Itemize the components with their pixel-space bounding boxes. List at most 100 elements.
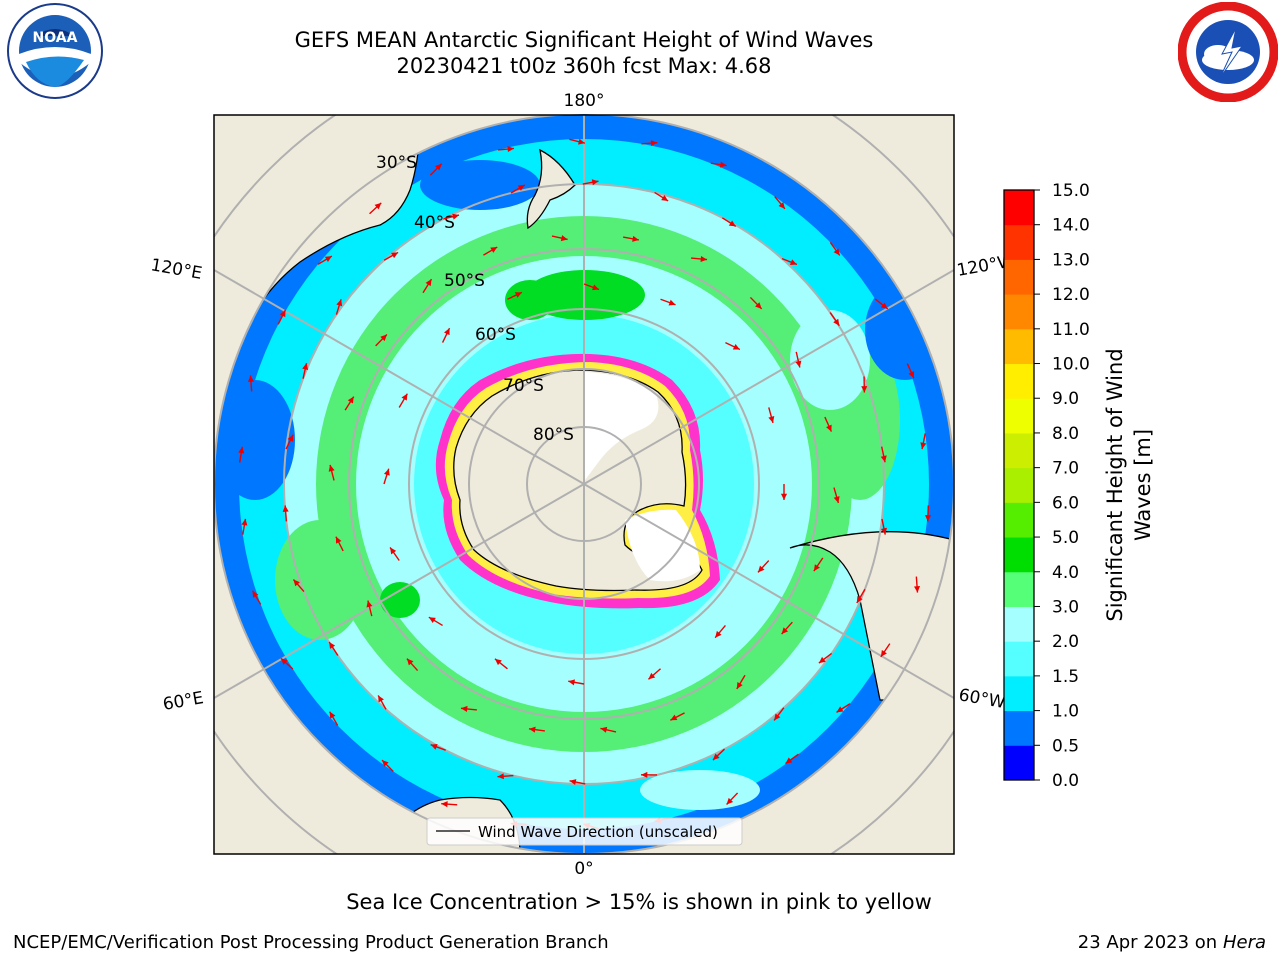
wind-wave-arrow-head xyxy=(435,163,442,171)
arrow-legend: Wind Wave Direction (unscaled) xyxy=(426,817,743,846)
wind-wave-arrow-head xyxy=(514,292,522,298)
wind-wave-arrow-head xyxy=(383,468,390,476)
colorbar-segment xyxy=(1004,467,1034,503)
colorbar-segment xyxy=(1004,502,1034,538)
wind-wave-arrow-head xyxy=(700,255,708,263)
map-frame xyxy=(213,114,955,855)
wind-wave-arrow-head xyxy=(632,235,639,242)
wind-wave-arrow-head xyxy=(726,797,734,805)
colorbar-tick-label: 1.5 xyxy=(1052,667,1079,687)
wind-wave-arrow-head xyxy=(836,706,844,713)
wind-wave-arrow-head xyxy=(390,547,397,555)
wind-wave-arrow-head xyxy=(861,386,868,393)
colorbar-tick-label: 4.0 xyxy=(1052,563,1079,583)
colorbar-segment xyxy=(1004,432,1034,469)
wind-wave-arrow-head xyxy=(880,302,888,309)
colorbar-segment xyxy=(1004,328,1034,365)
colorbar-tick-label: 0.5 xyxy=(1052,736,1079,756)
wind-wave-arrow-head xyxy=(366,600,373,608)
footer-machine: Hera xyxy=(1222,932,1266,953)
wind-wave-arrow-head xyxy=(670,714,678,721)
colorbar-segment xyxy=(1004,537,1034,573)
wind-wave-arrow-head xyxy=(490,247,498,253)
wind-wave-arrow-head xyxy=(818,656,826,664)
graticule xyxy=(214,115,954,854)
wind-wave-arrow-head xyxy=(715,630,722,638)
wind-wave-arrow-head xyxy=(425,279,432,287)
wind-wave-arrow-head xyxy=(780,493,788,500)
wind-wave-arrow-head xyxy=(293,579,300,587)
wind-wave-arrow-head xyxy=(335,536,342,544)
lon-label-60w: 60°W xyxy=(957,685,1007,713)
wind-wave-arrow-head xyxy=(732,344,740,350)
wind-wave-arrow-head xyxy=(712,753,720,761)
wind-wave-arrow-head xyxy=(755,302,762,309)
colorbar-tick-label: 0.0 xyxy=(1052,771,1079,791)
wind-wave-arrow-head xyxy=(880,527,887,535)
wind-wave-arrow-head xyxy=(757,565,765,573)
map-title: GEFS MEAN Antarctic Significant Height o… xyxy=(294,28,874,52)
wind-wave-arrow-head xyxy=(600,726,608,733)
wave-patch xyxy=(790,310,870,410)
wind-wave-arrow-head xyxy=(826,424,832,432)
wind-wave-arrow-head xyxy=(279,310,286,318)
wind-wave-arrow-head xyxy=(920,442,927,450)
wind-wave-arrow-head xyxy=(441,801,448,808)
wind-wave-arrow-head xyxy=(813,564,820,572)
colorbar-segment xyxy=(1004,398,1034,434)
polar-map: 30°S 40°S 50°S 60°S 70°S 80°S 180° 0° 12… xyxy=(149,91,1155,879)
wind-wave-arrow-head xyxy=(328,464,335,472)
colorbar-segment xyxy=(1004,190,1034,226)
wind-wave-arrow-head xyxy=(768,416,775,423)
lon-label-60e: 60°E xyxy=(161,688,205,715)
wind-wave-arrow-head xyxy=(406,658,414,666)
wind-wave-arrow-head xyxy=(302,363,309,370)
wave-patch xyxy=(420,160,540,210)
wind-wave-arrow-head xyxy=(241,518,248,526)
wind-wave-arrow-head xyxy=(661,195,669,201)
colorbar-tick-label: 2.0 xyxy=(1052,632,1079,652)
wind-wave-arrow-head xyxy=(668,299,676,306)
ronne-ice-shelf xyxy=(625,509,700,582)
lat-label-70s: 70°S xyxy=(503,376,544,396)
nws-logo xyxy=(1178,2,1278,102)
lon-label-0: 0° xyxy=(574,859,593,879)
wind-wave-arrow-head xyxy=(785,757,793,764)
wind-wave-arrow-head xyxy=(347,396,354,404)
lon-label-120e: 120°E xyxy=(149,255,203,284)
colorbar-tick-label: 1.0 xyxy=(1052,702,1079,722)
noaa-logo-text: NOAA xyxy=(33,30,78,46)
lon-label-180: 180° xyxy=(564,91,605,111)
wind-wave-arrow-head xyxy=(650,140,658,147)
wind-wave-arrow-head xyxy=(507,145,514,153)
wind-wave-arrow-head xyxy=(591,179,599,186)
wind-wave-arrow-head xyxy=(374,202,382,210)
wave-patch xyxy=(505,280,555,320)
wind-wave-arrow-head xyxy=(452,213,460,220)
footer-date-text: 23 Apr 2023 on xyxy=(1077,932,1223,953)
wind-wave-arrow-head xyxy=(778,202,785,209)
colorbar-segment xyxy=(1004,745,1034,781)
wind-wave-arrow-head xyxy=(578,138,585,145)
wind-wave-arrow-head xyxy=(648,672,656,680)
wind-wave-arrow-head xyxy=(238,446,245,454)
footer-date: 23 Apr 2023 on Hera xyxy=(1078,932,1266,953)
colorbar-tick-label: 8.0 xyxy=(1052,424,1079,444)
wind-wave-arrow-head xyxy=(428,617,436,624)
wind-wave-arrow-head xyxy=(641,771,648,778)
wind-wave-arrow-head xyxy=(795,360,802,368)
colorbar-segment xyxy=(1004,363,1034,399)
wind-wave-arrow-head xyxy=(401,393,408,401)
legend-label: Wind Wave Direction (unscaled) xyxy=(478,823,718,841)
wave-patch xyxy=(380,582,420,618)
lat-label-60s: 60°S xyxy=(475,325,516,345)
wind-wave-arrow-head xyxy=(517,184,525,191)
colorbar-tick-label: 11.0 xyxy=(1052,320,1090,340)
wind-wave-arrow-head xyxy=(781,627,789,635)
colorbar-tick-label: 9.0 xyxy=(1052,389,1079,409)
lat-label-50s: 50°S xyxy=(444,271,485,291)
wind-wave-arrow-head xyxy=(908,371,915,379)
wind-wave-arrow-head xyxy=(494,658,502,666)
wind-wave-arrow-head xyxy=(728,220,736,227)
wind-wave-arrows xyxy=(238,138,932,830)
